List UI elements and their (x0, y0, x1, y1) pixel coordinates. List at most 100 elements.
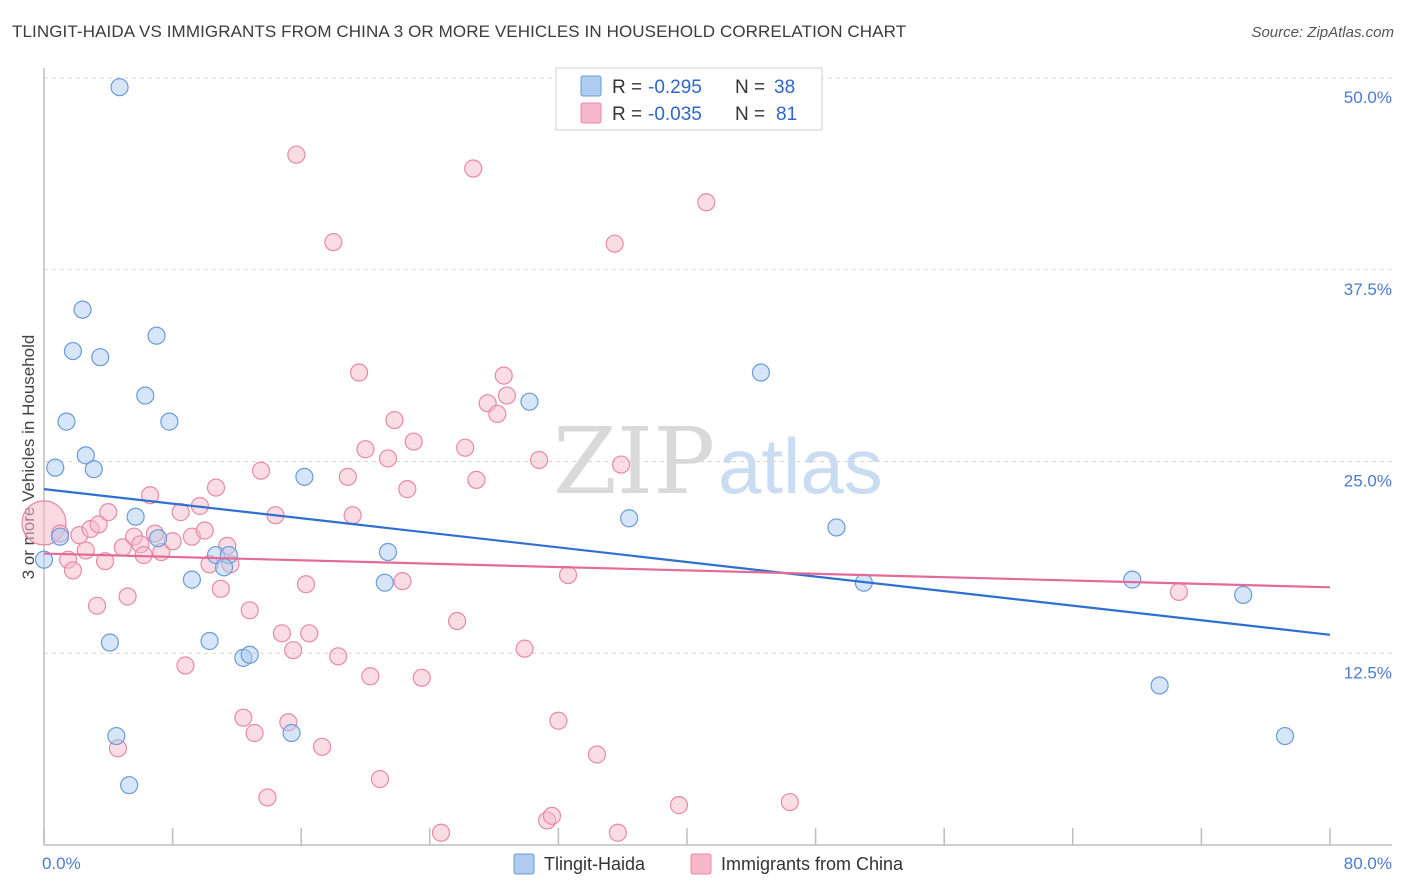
gridlines (44, 77, 1392, 654)
data-point-immigrants-from-china (240, 601, 259, 620)
data-point-immigrants-from-china (494, 366, 513, 385)
data-point-tlingit-haida (136, 386, 155, 405)
data-point-immigrants-from-china (780, 792, 799, 812)
data-point-immigrants-from-china (324, 233, 343, 252)
data-point-tlingit-haida (73, 300, 92, 319)
data-point-tlingit-haida (160, 412, 179, 431)
data-point-tlingit-haida (57, 412, 76, 431)
data-point-immigrants-from-china (412, 668, 431, 687)
bottom-legend-swatch-immigrants-from-china (690, 853, 712, 875)
trend-line-immigrants-from-china (43, 552, 1331, 589)
data-point-tlingit-haida (46, 458, 65, 477)
data-point-tlingit-haida (620, 509, 639, 528)
data-point-immigrants-from-china (176, 656, 195, 675)
legend-n-value: 81 (776, 104, 797, 125)
data-point-immigrants-from-china (669, 796, 689, 815)
data-point-immigrants-from-china (118, 587, 137, 606)
data-point-immigrants-from-china (258, 788, 277, 807)
data-point-immigrants-from-china (89, 515, 108, 534)
data-point-tlingit-haida (1234, 585, 1253, 605)
source-label: Source: ZipAtlas.com (1251, 24, 1394, 41)
bottom-legend-label-tlingit-haida: Tlingit-Haida (544, 854, 646, 874)
data-point-tlingit-haida (1150, 676, 1169, 695)
data-point-immigrants-from-china (361, 667, 380, 686)
data-point-immigrants-from-china (456, 438, 475, 457)
data-point-tlingit-haida (1275, 726, 1295, 746)
y-tick-label: 50.0% (1344, 88, 1392, 107)
data-point-immigrants-from-china (542, 806, 562, 825)
data-point-immigrants-from-china (385, 410, 404, 430)
data-point-immigrants-from-china (234, 708, 253, 727)
data-point-immigrants-from-china (356, 440, 375, 459)
data-point-immigrants-from-china (245, 723, 264, 743)
data-point-immigrants-from-china (467, 470, 486, 490)
legend-r-label: R = (612, 104, 642, 125)
data-point-immigrants-from-china (76, 541, 95, 560)
data-point-immigrants-from-china (587, 745, 607, 764)
data-point-tlingit-haida (84, 460, 103, 479)
data-point-immigrants-from-china (284, 641, 303, 660)
data-point-tlingit-haida (126, 507, 145, 526)
data-point-tlingit-haida (63, 341, 83, 361)
y-tick-label: 25.0% (1344, 472, 1392, 491)
tick-labels: 12.5% 25.0% 37.5% 50.0% 0.0% 80.0% (42, 88, 1392, 873)
data-point-tlingit-haida (107, 726, 126, 746)
legend-n-label: N = (735, 104, 765, 125)
data-point-immigrants-from-china (370, 769, 390, 789)
legend-r-label: R = (612, 77, 642, 98)
data-point-tlingit-haida (1123, 570, 1142, 589)
data-point-immigrants-from-china (296, 575, 316, 594)
data-point-immigrants-from-china (300, 624, 319, 643)
data-point-immigrants-from-china (608, 823, 627, 842)
data-point-tlingit-haida (375, 573, 394, 592)
data-point-immigrants-from-china (611, 455, 631, 474)
bottom-legend-label-immigrants-from-china: Immigrants from China (721, 854, 904, 874)
data-point-tlingit-haida (120, 776, 139, 795)
data-point-tlingit-haida (200, 631, 219, 651)
series-tlingit-haida (34, 78, 1295, 795)
data-point-tlingit-haida (295, 467, 314, 486)
data-point-tlingit-haida (182, 570, 201, 589)
x-tick-label-min: 0.0% (42, 854, 81, 873)
data-point-immigrants-from-china (515, 639, 534, 658)
data-point-immigrants-from-china (206, 478, 226, 497)
data-point-immigrants-from-china (63, 561, 83, 580)
data-point-immigrants-from-china (448, 611, 467, 631)
legend-box: R = -0.295 N = 38 R = -0.035 N = 81 (555, 67, 823, 131)
data-point-immigrants-from-china (140, 486, 160, 505)
data-point-immigrants-from-china (99, 503, 118, 522)
data-point-immigrants-from-china (697, 193, 716, 212)
chart-title: TLINGIT-HAIDA VS IMMIGRANTS FROM CHINA 3… (12, 22, 907, 41)
data-point-immigrants-from-china (464, 159, 483, 178)
data-point-immigrants-from-china (497, 386, 517, 405)
data-point-tlingit-haida (214, 558, 234, 577)
data-point-immigrants-from-china (195, 521, 214, 540)
data-point-immigrants-from-china (87, 596, 107, 615)
data-point-tlingit-haida (147, 326, 166, 345)
data-point-immigrants-from-china (404, 432, 423, 451)
data-point-immigrants-from-china (488, 404, 507, 424)
data-point-tlingit-haida (240, 645, 259, 664)
data-point-tlingit-haida (520, 392, 539, 411)
data-point-tlingit-haida (110, 78, 129, 97)
data-point-immigrants-from-china (431, 823, 451, 842)
data-point-immigrants-from-china (1169, 582, 1188, 601)
trend-lines (43, 488, 1331, 636)
data-point-immigrants-from-china (329, 647, 348, 666)
legend-n-value: 38 (774, 77, 795, 98)
data-point-immigrants-from-china (398, 480, 417, 499)
legend-r-value: -0.295 (648, 77, 702, 98)
data-point-immigrants-from-china (558, 565, 578, 585)
data-point-tlingit-haida (34, 550, 54, 569)
data-point-immigrants-from-china (349, 363, 369, 382)
trend-line-tlingit-haida (43, 488, 1331, 636)
y-tick-label: 37.5% (1344, 280, 1392, 299)
data-point-immigrants-from-china (312, 737, 332, 756)
series-immigrants-from-china (21, 145, 1188, 842)
data-point-tlingit-haida (149, 529, 168, 548)
data-point-immigrants-from-china (549, 711, 568, 730)
data-point-immigrants-from-china (251, 461, 271, 480)
bottom-legend: Tlingit-Haida Immigrants from China (513, 853, 904, 875)
data-point-immigrants-from-china (530, 450, 549, 470)
